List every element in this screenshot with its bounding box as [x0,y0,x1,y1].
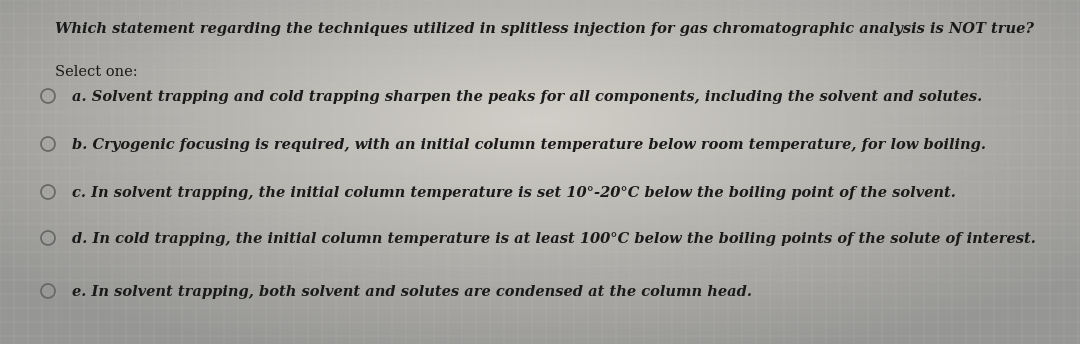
Text: e. In solvent trapping, both solvent and solutes are condensed at the column hea: e. In solvent trapping, both solvent and… [72,285,752,299]
Text: a. Solvent trapping and cold trapping sharpen the peaks for all components, incl: a. Solvent trapping and cold trapping sh… [72,90,982,104]
Text: c. In solvent trapping, the initial column temperature is set 10°-20°C below the: c. In solvent trapping, the initial colu… [72,186,956,200]
Text: Select one:: Select one: [55,65,137,79]
Text: b. Cryogenic focusing is required, with an initial column temperature below room: b. Cryogenic focusing is required, with … [72,138,986,152]
Text: d. In cold trapping, the initial column temperature is at least 100°C below the : d. In cold trapping, the initial column … [72,232,1036,246]
Text: Which statement regarding the techniques utilized in splitless injection for gas: Which statement regarding the techniques… [55,22,1034,36]
